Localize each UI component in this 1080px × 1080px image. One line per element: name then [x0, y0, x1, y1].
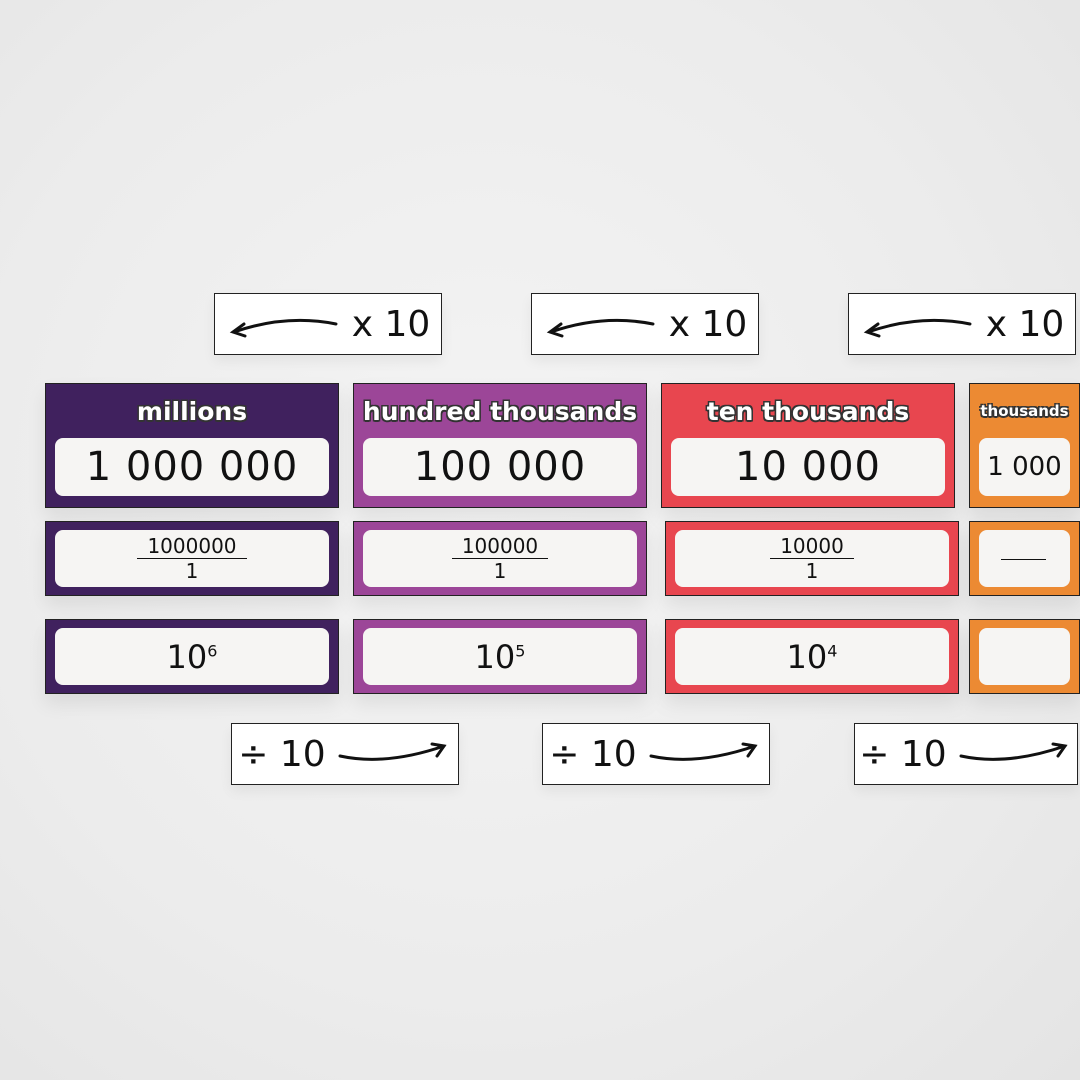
column-title: thousands: [980, 402, 1069, 420]
multiply-by-ten-card: x 10: [531, 293, 759, 355]
power-of-ten: 106: [166, 637, 218, 676]
thousands-title-card: thousands 1 000: [969, 383, 1080, 508]
ten-thousands-power-card: 104: [665, 619, 959, 694]
divide-by-ten-card: ÷ 10: [542, 723, 770, 785]
multiply-label: x 10: [668, 303, 748, 345]
arrow-left-icon: [229, 318, 338, 338]
column-title: ten thousands: [706, 397, 910, 426]
ten-thousands-fraction-card: 10000 1: [665, 521, 959, 596]
divide-label: ÷ 10: [859, 733, 947, 775]
fraction: 10000 1: [770, 534, 854, 583]
arrow-right-icon: [959, 742, 1068, 761]
divide-label: ÷ 10: [549, 733, 637, 775]
standard-value: 10 000: [671, 438, 945, 496]
fraction-bar: [1001, 559, 1046, 560]
ten-thousands-title-card: ten thousands 10 000: [661, 383, 955, 508]
millions-title-card: millions 1 000 000: [45, 383, 339, 508]
millions-power-card: 106: [45, 619, 339, 694]
multiply-label: x 10: [351, 303, 431, 345]
power-of-ten: 105: [474, 637, 526, 676]
standard-value: 100 000: [363, 438, 637, 496]
fraction: 100000 1: [451, 534, 549, 583]
power-of-ten: 104: [786, 637, 838, 676]
hundred-thousands-fraction-card: 100000 1: [353, 521, 647, 596]
standard-value: 1 000 000: [55, 438, 329, 496]
hundred-thousands-title-card: hundred thousands 100 000: [353, 383, 647, 508]
thousands-fraction-card: [969, 521, 1080, 596]
divide-by-ten-card: ÷ 10: [854, 723, 1078, 785]
multiply-label: x 10: [985, 303, 1065, 345]
multiply-by-ten-card: x 10: [848, 293, 1076, 355]
arrow-right-icon: [649, 742, 758, 761]
arrow-left-icon: [546, 318, 655, 338]
column-title: hundred thousands: [362, 397, 638, 426]
fraction: 1000000 1: [137, 534, 247, 583]
millions-fraction-card: 1000000 1: [45, 521, 339, 596]
multiply-by-ten-card: x 10: [214, 293, 442, 355]
arrow-right-icon: [338, 742, 447, 761]
column-title: millions: [136, 397, 248, 426]
hundred-thousands-power-card: 105: [353, 619, 647, 694]
arrow-left-icon: [863, 318, 972, 338]
standard-value: 1 000: [979, 438, 1070, 496]
divide-label: ÷ 10: [238, 733, 326, 775]
thousands-power-card: [969, 619, 1080, 694]
divide-by-ten-card: ÷ 10: [231, 723, 459, 785]
